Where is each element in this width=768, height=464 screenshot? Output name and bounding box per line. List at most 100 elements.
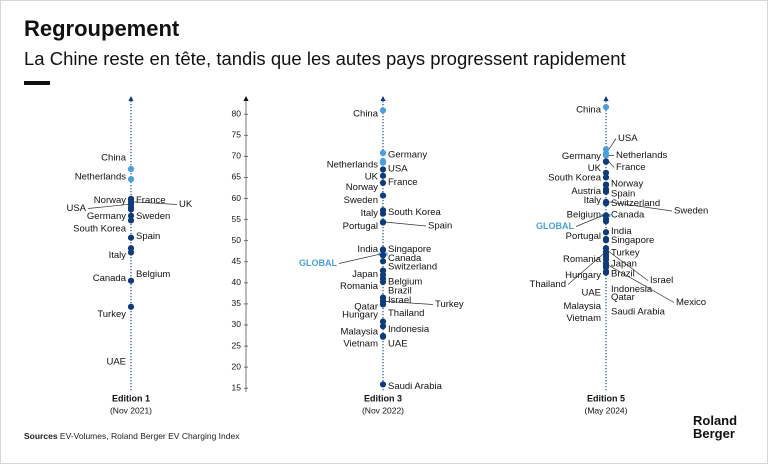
label-norway: Norway: [346, 182, 378, 193]
dot-brazil: [379, 278, 387, 286]
label-indonesia: Indonesia: [388, 324, 430, 335]
label-malaysia: Malaysia: [341, 327, 379, 338]
axis-arrow: [243, 96, 249, 101]
logo-line-roland: Roland: [693, 413, 738, 428]
label-india: India: [357, 244, 378, 255]
label-sweden: Sweden: [344, 195, 378, 206]
label-belgium: Belgium: [388, 277, 422, 288]
label-canada: Canada: [93, 273, 127, 284]
label-germany: Germany: [388, 150, 427, 161]
leader-global: [338, 253, 381, 264]
column-arrow-edition-3: [380, 96, 386, 101]
label-austria: Austria: [571, 186, 601, 197]
axis-tick-label-30: 30: [232, 319, 242, 329]
dot-spain: [127, 217, 135, 224]
dot-thailand: [379, 301, 387, 308]
dot-uae: [127, 303, 135, 310]
sources-note: Sources EV-Volumes, Roland Berger EV Cha…: [24, 431, 239, 441]
dot-italy: [127, 234, 135, 241]
label-malaysia: Malaysia: [564, 301, 602, 312]
label-italy: Italy: [361, 208, 379, 219]
dot-indonesia: [379, 318, 387, 325]
label-switzerland: Switzerland: [611, 198, 660, 209]
dot-portugal: [379, 219, 387, 226]
label-norway: Norway: [611, 179, 643, 190]
label-south-korea: South Korea: [73, 224, 127, 235]
label-romania: Romania: [563, 254, 602, 265]
label-spain: Spain: [136, 231, 160, 242]
dot-sweden: [379, 192, 387, 199]
edition-name-edition-5: Edition 5: [587, 393, 625, 403]
label-vietnam: Vietnam: [343, 339, 378, 350]
label-usa: USA: [388, 164, 408, 175]
label-uae: UAE: [388, 339, 408, 350]
label-turkey: Turkey: [435, 299, 464, 310]
dot-uae: [379, 332, 387, 340]
label-israel: Israel: [650, 275, 673, 286]
dot-turkey: [127, 277, 135, 284]
column-edition-3: China Germany Netherlands USA UK France Norway…: [299, 96, 464, 415]
page-subtitle: La Chine reste en tête, tandis que les a…: [24, 48, 626, 69]
axis-tick-label-80: 80: [232, 108, 242, 118]
label-canada: Canada: [388, 253, 422, 264]
label-turkey: Turkey: [611, 248, 640, 259]
label-saudi-arabia: Saudi Arabia: [388, 381, 443, 392]
dot-malaysia: [379, 323, 387, 330]
value-axis: 80 75 70 65 60 55 50 45 40 35 30 25 20 15: [232, 96, 249, 392]
label-uk: UK: [365, 172, 379, 183]
dot-turkey: [602, 229, 610, 236]
label-saudi-arabia: Saudi Arabia: [611, 307, 666, 318]
dot-switzerland: [379, 258, 387, 265]
dot-netherlands: [602, 152, 610, 159]
label-sweden: Sweden: [136, 211, 170, 222]
leader-sweden: [608, 201, 673, 212]
dot-china: [127, 165, 135, 173]
label-uk: UK: [588, 163, 602, 174]
dot-china: [602, 103, 610, 111]
edition-date-edition-1: (Nov 2021): [110, 405, 152, 415]
label-netherlands: Netherlands: [75, 172, 126, 183]
label-spain: Spain: [611, 189, 635, 200]
label-global: GLOBAL: [536, 221, 574, 231]
dot-spain: [602, 181, 610, 188]
axis-tick-label-65: 65: [232, 172, 242, 182]
dot-italy: [379, 210, 387, 217]
label-italy: Italy: [109, 250, 127, 261]
label-portugal: Portugal: [566, 231, 601, 242]
leader-israel: [608, 251, 649, 281]
label-belgium: Belgium: [136, 269, 170, 280]
edition-name-edition-1: Edition 1: [112, 393, 150, 403]
column-arrow-edition-1: [128, 96, 134, 101]
leader-turkey: [385, 301, 434, 305]
axis-tick-label-15: 15: [232, 382, 242, 392]
axis-tick-label-35: 35: [232, 298, 242, 308]
dot-saudi-arabia: [379, 381, 387, 388]
roland-berger-logo: Roland Berger: [693, 414, 737, 440]
edition-date-edition-3: (Nov 2022): [362, 405, 404, 415]
sources-text: EV-Volumes, Roland Berger EV Charging In…: [59, 431, 240, 441]
axis-tick-label-40: 40: [232, 277, 242, 287]
leader-usa: [87, 204, 129, 209]
dot-netherlands: [127, 176, 135, 183]
column-arrow-edition-5: [603, 96, 609, 101]
sources-label: Sources: [24, 431, 58, 441]
label-indonesia: Indonesia: [611, 284, 653, 295]
label-sweden: Sweden: [674, 206, 708, 217]
dot-norway: [379, 179, 387, 187]
label-netherlands: Netherlands: [616, 150, 667, 161]
label-japan: Japan: [352, 269, 378, 280]
column-edition-1: China Netherlands Norway France UK USAGermany…: [66, 96, 193, 415]
axis-tick-label-60: 60: [232, 193, 242, 203]
axis-tick-label-55: 55: [232, 214, 242, 224]
label-brazil: Brazil: [611, 269, 635, 280]
label-qatar: Qatar: [611, 292, 635, 303]
dot-france: [379, 172, 387, 179]
dot-usa: [379, 159, 387, 166]
leader-global: [575, 215, 604, 227]
axis-tick-label-20: 20: [232, 361, 242, 371]
dot-singapore: [602, 218, 610, 225]
dot-canada: [602, 200, 610, 207]
label-france: France: [388, 177, 418, 188]
